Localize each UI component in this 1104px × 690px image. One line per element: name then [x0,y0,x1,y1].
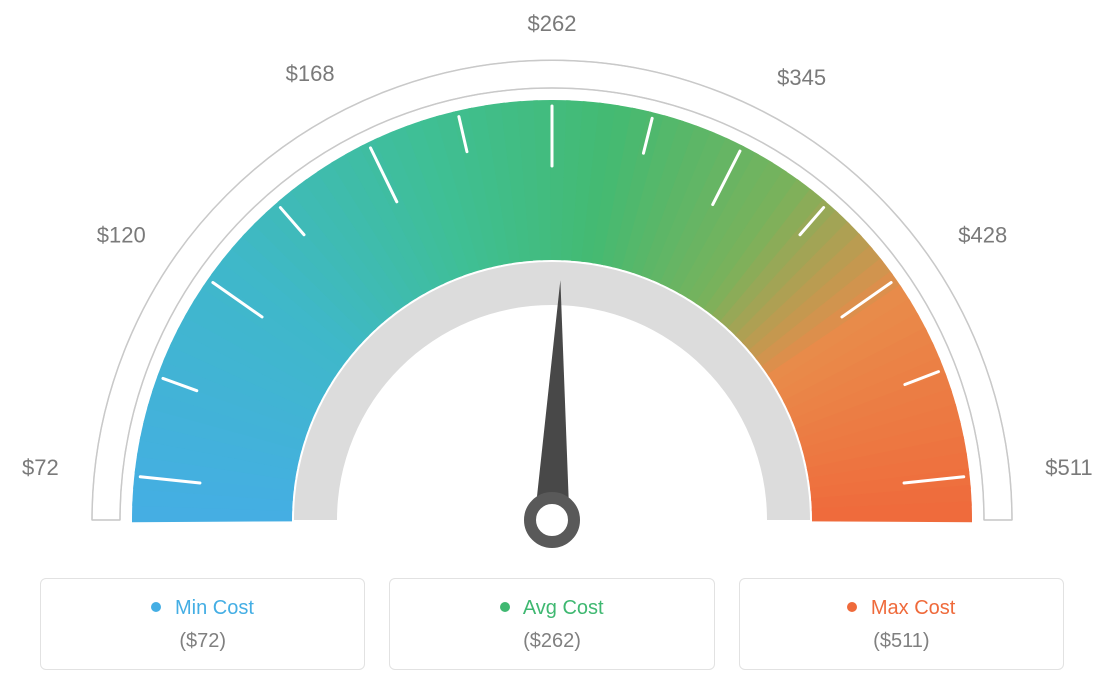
dot-icon [847,602,857,612]
dot-icon [500,602,510,612]
svg-text:$511: $511 [1045,455,1092,480]
legend-card-min: Min Cost ($72) [40,578,365,670]
legend-value: ($262) [400,630,703,653]
dot-icon [151,602,161,612]
svg-text:$345: $345 [777,65,826,90]
legend-card-avg: Avg Cost ($262) [389,578,714,670]
svg-text:$120: $120 [97,223,146,248]
legend-value: ($511) [750,630,1053,653]
legend-row: Min Cost ($72) Avg Cost ($262) Max Cost … [40,578,1064,670]
svg-text:$262: $262 [528,11,577,36]
legend-value: ($72) [51,630,354,653]
cost-gauge: $72 $120 $168 $262 $345 $428 $511 [0,0,1104,560]
legend-title: Avg Cost [523,597,604,619]
legend-title: Min Cost [175,597,254,619]
svg-text:$168: $168 [286,61,335,86]
legend-title: Max Cost [871,597,955,619]
legend-card-max: Max Cost ($511) [739,578,1064,670]
svg-text:$428: $428 [958,223,1007,248]
svg-text:$72: $72 [22,455,59,480]
